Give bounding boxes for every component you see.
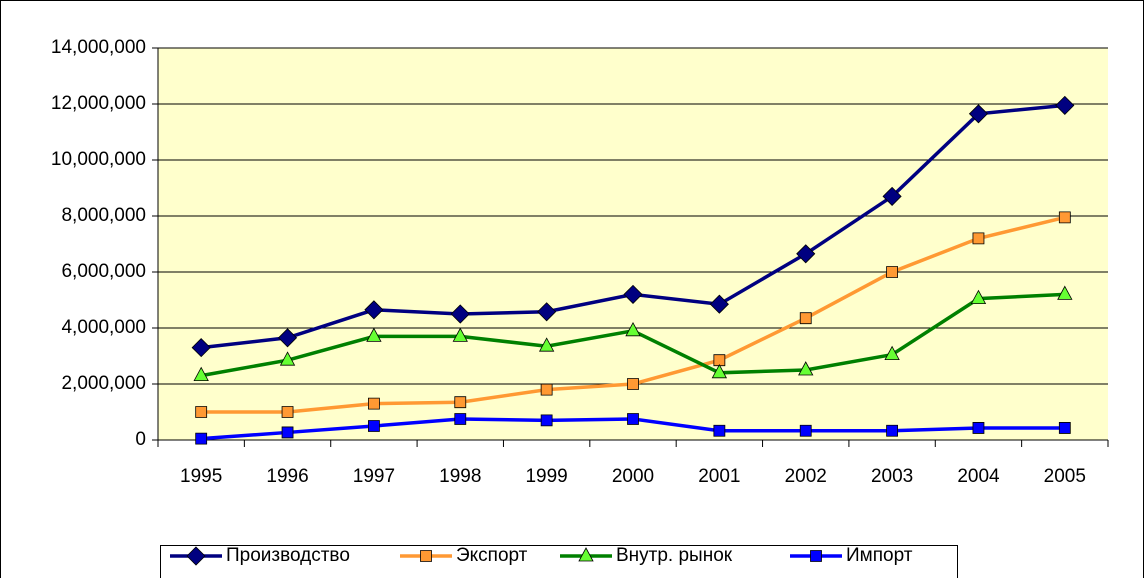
marker xyxy=(968,104,989,124)
marker xyxy=(450,304,470,324)
marker xyxy=(366,327,382,342)
marker xyxy=(711,363,728,379)
marker xyxy=(186,546,206,566)
marker xyxy=(195,406,208,418)
x-tick-label: 1999 xyxy=(525,466,567,487)
marker xyxy=(1058,211,1071,224)
x-tick-label: 1996 xyxy=(266,466,308,487)
x-tick-label: 2004 xyxy=(957,466,1000,487)
y-tick-label: 6,000,000 xyxy=(61,261,146,282)
marker xyxy=(281,426,294,439)
marker xyxy=(886,266,898,278)
marker xyxy=(625,321,641,337)
x-tick-label: 1997 xyxy=(353,466,395,487)
marker xyxy=(368,420,380,432)
marker xyxy=(540,414,553,427)
marker xyxy=(713,424,726,437)
x-tick-label: 2000 xyxy=(612,466,654,487)
marker xyxy=(279,351,296,366)
x-tick-label: 1995 xyxy=(180,466,222,487)
marker xyxy=(452,327,468,342)
marker xyxy=(1057,285,1073,300)
marker xyxy=(799,424,812,437)
marker xyxy=(810,550,822,562)
legend-label: Импорт xyxy=(846,545,913,566)
marker xyxy=(277,328,298,348)
marker xyxy=(1058,422,1071,434)
marker xyxy=(799,312,812,325)
x-tick-label: 2005 xyxy=(1044,466,1086,487)
legend-box xyxy=(160,545,958,583)
x-tick-label: 2001 xyxy=(698,466,740,487)
marker xyxy=(193,366,209,382)
x-tick-label: 2002 xyxy=(785,466,827,487)
marker xyxy=(886,424,898,437)
marker xyxy=(709,294,729,314)
marker xyxy=(281,406,294,418)
marker xyxy=(798,361,814,376)
marker xyxy=(796,244,816,264)
x-tick-label: 1998 xyxy=(439,466,481,487)
y-tick-label: 0 xyxy=(135,429,146,450)
marker xyxy=(364,300,384,320)
legend-label: Производство xyxy=(226,545,350,566)
legend-label: Экспорт xyxy=(456,545,528,566)
marker xyxy=(368,397,380,410)
marker xyxy=(420,550,432,562)
marker xyxy=(454,413,467,425)
marker xyxy=(627,378,639,390)
y-tick-label: 4,000,000 xyxy=(61,317,146,338)
marker xyxy=(1055,95,1075,115)
y-tick-label: 8,000,000 xyxy=(61,205,146,226)
marker xyxy=(623,284,643,304)
marker xyxy=(713,354,726,367)
y-tick-label: 2,000,000 xyxy=(61,373,146,394)
marker xyxy=(195,432,208,445)
plot-area xyxy=(158,48,1108,440)
x-tick-label: 2003 xyxy=(871,466,913,487)
marker xyxy=(540,383,553,396)
y-tick-label: 10,000,000 xyxy=(51,149,146,170)
marker xyxy=(972,422,985,434)
marker xyxy=(191,338,211,358)
y-tick-label: 14,000,000 xyxy=(51,37,146,58)
marker xyxy=(537,302,557,322)
y-tick-label: 12,000,000 xyxy=(51,93,146,114)
marker xyxy=(882,186,902,206)
marker xyxy=(970,289,987,305)
marker xyxy=(884,345,900,361)
marker xyxy=(578,547,594,562)
marker xyxy=(627,413,639,425)
legend-label: Внутр. рынок xyxy=(616,545,733,566)
marker xyxy=(454,396,467,409)
marker xyxy=(972,232,985,245)
marker xyxy=(538,337,555,352)
